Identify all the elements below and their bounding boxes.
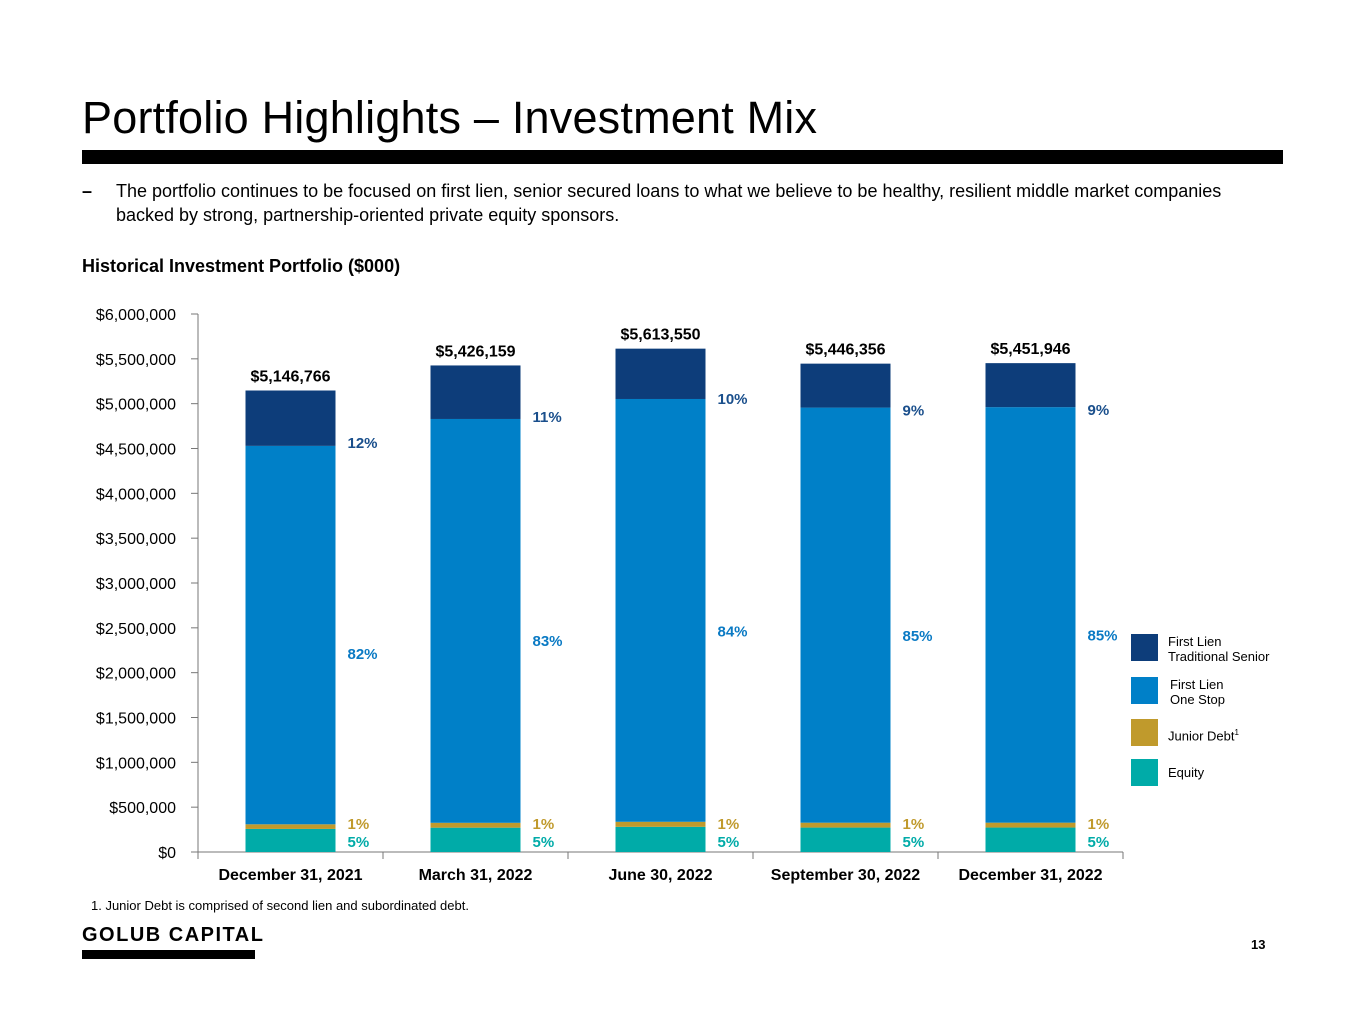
bar-segment [245, 824, 336, 829]
percent-label-one-stop: 85% [1088, 628, 1118, 645]
percent-label-equity: 5% [533, 834, 555, 851]
legend-label-line1: Equity [1168, 765, 1205, 780]
percent-label-one-stop: 85% [903, 628, 933, 645]
percent-label-junior-debt: 1% [533, 816, 555, 833]
legend-swatch-junior-debt [1131, 719, 1158, 746]
legend-label: Equity [1168, 765, 1204, 780]
y-tick-label: $0 [158, 845, 176, 862]
x-category-label: December 31, 2022 [958, 867, 1102, 884]
bullet-dash: – [82, 181, 93, 201]
bar-segment [800, 827, 891, 852]
legend-label-line1: Junior Debt [1168, 728, 1235, 744]
bar-total-label: $5,613,550 [620, 327, 700, 344]
bar-segment [615, 826, 706, 852]
percent-label-equity: 5% [1088, 834, 1110, 851]
y-tick-label: $2,500,000 [96, 621, 176, 638]
y-tick-label: $1,000,000 [96, 755, 176, 772]
bar-segment [245, 828, 336, 852]
bar-segment [430, 827, 521, 852]
percent-label-one-stop: 82% [348, 646, 378, 663]
x-category-label: June 30, 2022 [608, 867, 712, 884]
brand-underline [82, 950, 255, 959]
percent-label-traditional-senior: 12% [348, 435, 378, 452]
x-category-label: December 31, 2021 [218, 867, 362, 884]
x-category-label: March 31, 2022 [419, 867, 533, 884]
bar-total-label: $5,146,766 [250, 369, 330, 386]
percent-label-equity: 5% [718, 834, 740, 851]
legend-label: First Lien Traditional Senior [1168, 634, 1269, 664]
bar-segment [245, 445, 336, 825]
bar-segment [615, 821, 706, 827]
y-tick-label: $5,000,000 [96, 397, 176, 414]
legend-footnote-marker: 1 [1234, 728, 1239, 737]
y-tick-label: $1,500,000 [96, 711, 176, 728]
legend-label: Junior Debt1 [1168, 725, 1239, 743]
percent-label-traditional-senior: 9% [903, 403, 925, 420]
legend-swatch-equity [1131, 759, 1158, 786]
y-tick-label: $4,000,000 [96, 486, 176, 503]
percent-label-one-stop: 84% [718, 624, 748, 641]
bar-segment [985, 407, 1076, 823]
title-underline [82, 150, 1283, 164]
bar-total-label: $5,451,946 [990, 341, 1070, 358]
bar-segment [615, 398, 706, 822]
percent-label-junior-debt: 1% [718, 816, 740, 833]
page-title: Portfolio Highlights – Investment Mix [82, 92, 818, 143]
x-category-label: September 30, 2022 [771, 867, 921, 884]
y-tick-label: $500,000 [109, 800, 176, 817]
bar-total-label: $5,446,356 [805, 342, 885, 359]
percent-label-traditional-senior: 9% [1088, 402, 1110, 419]
legend-label-line1: First Lien [1168, 634, 1222, 649]
percent-label-junior-debt: 1% [903, 816, 925, 833]
bar-segment [430, 822, 521, 828]
page-number: 13 [1251, 937, 1266, 952]
bar-segment [985, 363, 1076, 408]
percent-label-traditional-senior: 11% [533, 409, 562, 426]
bar-segment [800, 822, 891, 828]
brand-logo-text: GOLUB CAPITAL [82, 924, 265, 946]
percent-label-traditional-senior: 10% [718, 391, 748, 408]
percent-label-junior-debt: 1% [348, 816, 370, 833]
y-tick-label: $4,500,000 [96, 442, 176, 459]
y-tick-label: $6,000,000 [96, 307, 176, 324]
y-tick-label: $3,000,000 [96, 576, 176, 593]
bar-segment [985, 822, 1076, 828]
percent-label-one-stop: 83% [533, 633, 563, 650]
percent-label-equity: 5% [903, 834, 925, 851]
y-tick-label: $3,500,000 [96, 531, 176, 548]
legend-label-line1: First Lien [1170, 677, 1224, 692]
percent-label-equity: 5% [348, 834, 370, 851]
bullet-text: The portfolio continues to be focused on… [116, 181, 1222, 225]
footnote: 1. Junior Debt is comprised of second li… [91, 898, 469, 913]
stacked-bar-chart: $0 $500,000 $1,000,000 $1,500,000 $2,000,000… [96, 307, 1124, 884]
legend-label-line2: Traditional Senior [1168, 649, 1270, 664]
y-tick-label: $2,000,000 [96, 666, 176, 683]
y-tick-label: $5,500,000 [96, 352, 176, 369]
bar-segment [615, 348, 706, 399]
chart-heading: Historical Investment Portfolio ($000) [82, 256, 401, 276]
bar-segment [800, 407, 891, 823]
legend-label-line2: One Stop [1170, 692, 1225, 707]
percent-label-junior-debt: 1% [1088, 816, 1110, 833]
bar-segment [430, 365, 521, 419]
bar-total-label: $5,426,159 [435, 343, 515, 360]
legend-swatch-one-stop [1131, 677, 1158, 704]
legend-label: First Lien One Stop [1170, 677, 1225, 707]
bar-segment [245, 390, 336, 446]
bar-segment [800, 363, 891, 408]
bar-segment [430, 418, 521, 823]
legend-swatch-traditional-senior [1131, 634, 1158, 661]
bar-segment [985, 827, 1076, 852]
